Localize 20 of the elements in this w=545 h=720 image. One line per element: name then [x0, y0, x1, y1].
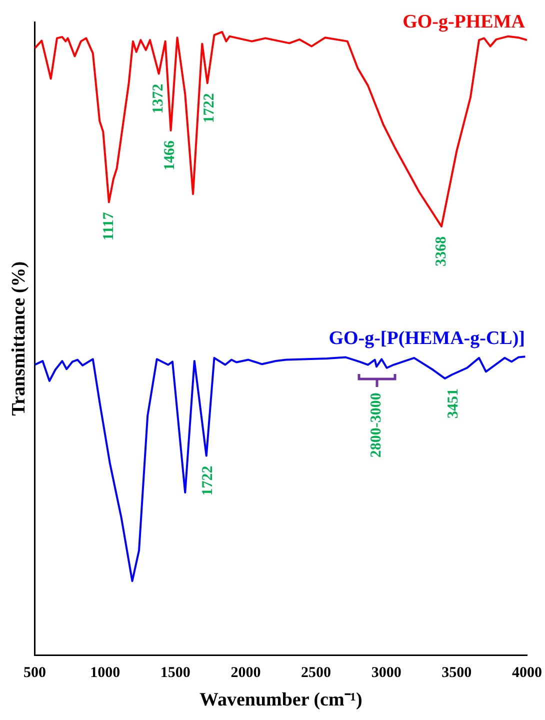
x-tick-label: 2500 — [301, 665, 332, 682]
annotation: 2800-3000 — [368, 392, 384, 458]
annotation: 3451 — [445, 388, 462, 418]
x-tick-label: 500 — [24, 665, 46, 682]
annotation: 1372 — [150, 84, 167, 114]
x-tick-label: 4000 — [512, 665, 542, 682]
x-tick-label: 3000 — [371, 665, 402, 682]
x-tick-label: 1000 — [90, 665, 120, 682]
y-axis-title: Transmittance (%) — [8, 261, 30, 416]
x-tick-label: 3500 — [442, 665, 472, 682]
series-label: GO-g-PHEMA — [402, 11, 526, 32]
x-axis-title: Wavenumber (cm⁻¹) — [200, 690, 362, 711]
series-label: GO-g-[P(HEMA-g-CL)] — [328, 328, 525, 350]
annotation: 1722 — [200, 466, 216, 496]
annotation: 3368 — [433, 236, 450, 266]
annotation: 1117 — [100, 212, 117, 240]
x-tick-label: 2000 — [230, 665, 261, 682]
x-tick-label: 1500 — [160, 665, 190, 682]
annotation: 1466 — [162, 140, 178, 170]
annotation: 1722 — [202, 93, 218, 124]
